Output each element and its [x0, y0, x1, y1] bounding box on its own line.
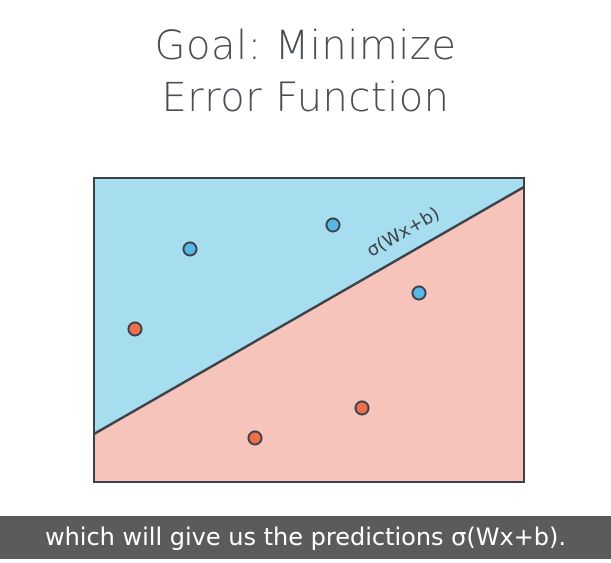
decision-boundary-line [93, 185, 525, 436]
positive-region [94, 178, 524, 434]
blue-point-3 [411, 285, 427, 301]
diagram-frame [93, 177, 525, 483]
slide-title-line-1: Goal: Minimize [154, 23, 457, 69]
red-point-1 [127, 321, 143, 337]
blue-point-1 [182, 241, 198, 257]
red-point-2 [354, 400, 370, 416]
subtitle-text: which will give us the predictions σ(Wx+… [44, 523, 567, 551]
subtitle-bar: which will give us the predictions σ(Wx+… [0, 516, 611, 559]
blue-point-2 [325, 217, 341, 233]
slide-title-line-2: Error Function [161, 75, 450, 121]
data-points [127, 217, 427, 446]
red-point-3 [247, 430, 263, 446]
